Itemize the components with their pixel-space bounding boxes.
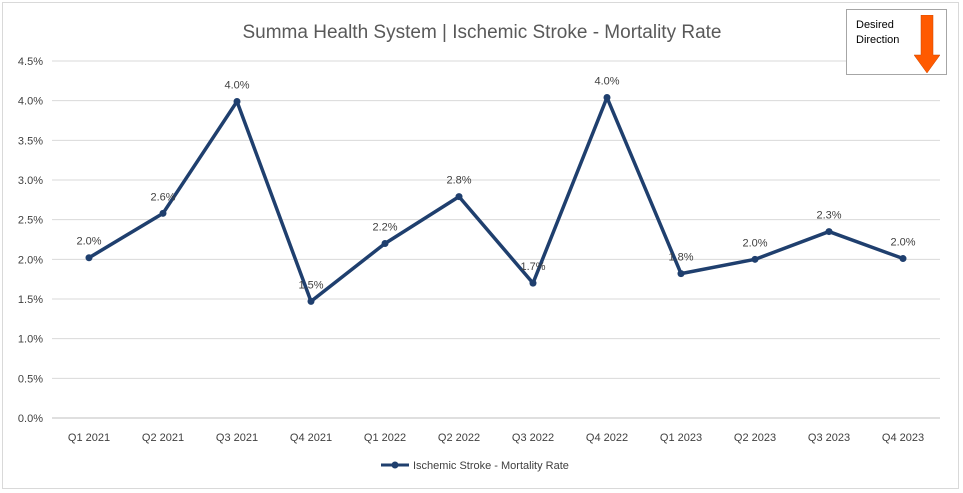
y-axis-tick-labels: 0.0% 0.5% 1.0% 1.5% 2.0% 2.5% 3.0% 3.5% 4.0% 4.5% xyxy=(18,56,43,425)
data-label: 2.0% xyxy=(742,237,767,249)
data-point xyxy=(825,228,833,236)
x-tick-label: Q2 2023 xyxy=(734,432,776,444)
x-tick-label: Q2 2022 xyxy=(438,432,480,444)
data-labels: 2.0% 2.6% 4.0% 1.5% 2.2% 2.8% 1.7% 4.0% 1.8% 2.0%… xyxy=(76,75,915,291)
x-axis-tick-labels: Q1 2021 Q2 2021 Q3 2021 Q4 2021 Q1 2022 Q2 20… xyxy=(68,432,924,444)
y-tick-label: 4.0% xyxy=(18,96,43,108)
data-label: 1.8% xyxy=(668,252,693,264)
data-label: 2.8% xyxy=(446,175,471,187)
legend: Ischemic Stroke - Mortality Rate xyxy=(381,460,569,472)
data-label: 1.5% xyxy=(298,279,323,291)
x-tick-label: Q1 2023 xyxy=(660,432,702,444)
data-point xyxy=(455,193,463,201)
series-ischemic-stroke xyxy=(85,93,907,305)
data-point xyxy=(233,97,241,105)
x-tick-label: Q4 2023 xyxy=(882,432,924,444)
y-tick-label: 2.0% xyxy=(18,254,43,266)
x-tick-label: Q3 2021 xyxy=(216,432,258,444)
series-line xyxy=(88,95,904,304)
data-point xyxy=(381,239,389,247)
data-label: 2.6% xyxy=(150,191,175,203)
legend-label: Ischemic Stroke - Mortality Rate xyxy=(413,460,569,472)
data-point xyxy=(159,209,167,217)
gridlines xyxy=(52,60,940,419)
desired-direction-label: Desired Direction xyxy=(856,19,900,46)
x-tick-label: Q1 2022 xyxy=(364,432,406,444)
data-point xyxy=(529,279,537,287)
data-label: 2.0% xyxy=(76,236,101,248)
y-tick-label: 4.5% xyxy=(18,56,43,68)
data-label: 2.3% xyxy=(816,210,841,222)
data-label: 4.0% xyxy=(224,79,249,91)
x-tick-label: Q4 2022 xyxy=(586,432,628,444)
legend-marker-icon xyxy=(391,461,399,469)
x-tick-label: Q3 2023 xyxy=(808,432,850,444)
y-tick-label: 2.5% xyxy=(18,215,43,227)
y-tick-label: 1.0% xyxy=(18,334,43,346)
y-tick-label: 0.5% xyxy=(18,373,43,385)
down-arrow-icon xyxy=(914,15,940,73)
y-tick-label: 3.5% xyxy=(18,135,43,147)
x-tick-label: Q4 2021 xyxy=(290,432,332,444)
data-point xyxy=(899,255,907,263)
x-tick-label: Q1 2021 xyxy=(68,432,110,444)
y-tick-label: 3.0% xyxy=(18,175,43,187)
y-tick-label: 1.5% xyxy=(18,294,43,306)
data-point xyxy=(751,255,759,263)
chart-title: Summa Health System | Ischemic Stroke - … xyxy=(242,22,721,43)
data-point xyxy=(677,270,685,278)
data-label: 1.7% xyxy=(520,261,545,273)
data-point xyxy=(307,297,315,305)
data-label: 2.2% xyxy=(372,221,397,233)
desired-direction-box: Desired Direction xyxy=(846,9,947,75)
data-point xyxy=(85,254,93,262)
y-tick-label: 0.0% xyxy=(18,413,43,425)
data-label: 2.0% xyxy=(890,237,915,249)
data-label: 4.0% xyxy=(594,75,619,87)
x-tick-label: Q2 2021 xyxy=(142,432,184,444)
data-point xyxy=(603,93,611,101)
x-tick-label: Q3 2022 xyxy=(512,432,554,444)
